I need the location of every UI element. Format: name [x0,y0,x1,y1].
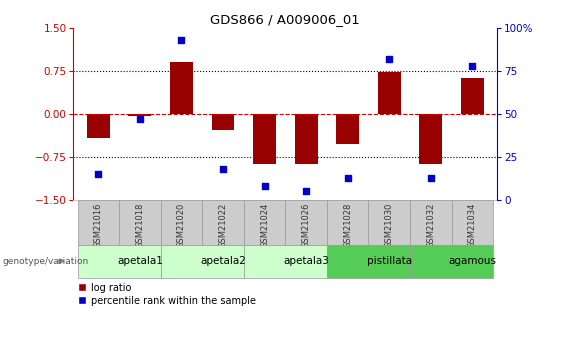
Point [343,175,352,180]
Title: GDS866 / A009006_01: GDS866 / A009006_01 [210,13,360,27]
Point [468,63,477,68]
Bar [128,114,151,116]
Bar [451,200,493,245]
Point [94,171,103,177]
Bar [410,200,451,245]
Bar [327,200,368,245]
Bar [285,200,327,245]
Text: apetala2: apetala2 [200,256,246,266]
Text: agamous: agamous [448,256,496,266]
Point [260,184,269,189]
Bar [368,200,410,245]
Bar [410,245,493,278]
Bar [211,114,234,130]
Bar [87,114,110,138]
Text: GSM21020: GSM21020 [177,202,186,248]
Text: GSM21030: GSM21030 [385,202,394,248]
Text: GSM21034: GSM21034 [468,202,477,248]
Text: GSM21026: GSM21026 [302,202,311,248]
Bar [244,245,327,278]
Bar [160,200,202,245]
Text: GSM21016: GSM21016 [94,202,103,248]
Bar [295,114,318,165]
Bar [119,200,160,245]
Point [177,37,186,42]
Text: GSM21024: GSM21024 [260,202,269,248]
Bar [336,114,359,144]
Point [219,166,228,172]
Bar [202,200,244,245]
Point [136,116,145,122]
Bar [461,78,484,114]
Point [302,189,311,194]
Bar [160,245,244,278]
Text: GSM21022: GSM21022 [219,202,228,248]
Bar [378,72,401,114]
Point [426,175,435,180]
Bar [244,200,285,245]
Point [385,56,394,61]
Bar [327,245,410,278]
Bar [77,245,160,278]
Text: genotype/variation: genotype/variation [3,257,89,266]
Text: GSM21018: GSM21018 [136,202,145,248]
Text: apetala1: apetala1 [117,256,163,266]
Legend: log ratio, percentile rank within the sample: log ratio, percentile rank within the sa… [79,283,256,306]
Text: pistillata: pistillata [367,256,412,266]
Bar [253,114,276,165]
Text: GSM21032: GSM21032 [426,202,435,248]
Bar [170,62,193,114]
Bar [77,200,119,245]
Bar [419,114,442,165]
Text: GSM21028: GSM21028 [343,202,352,248]
Text: apetala3: apetala3 [283,256,329,266]
